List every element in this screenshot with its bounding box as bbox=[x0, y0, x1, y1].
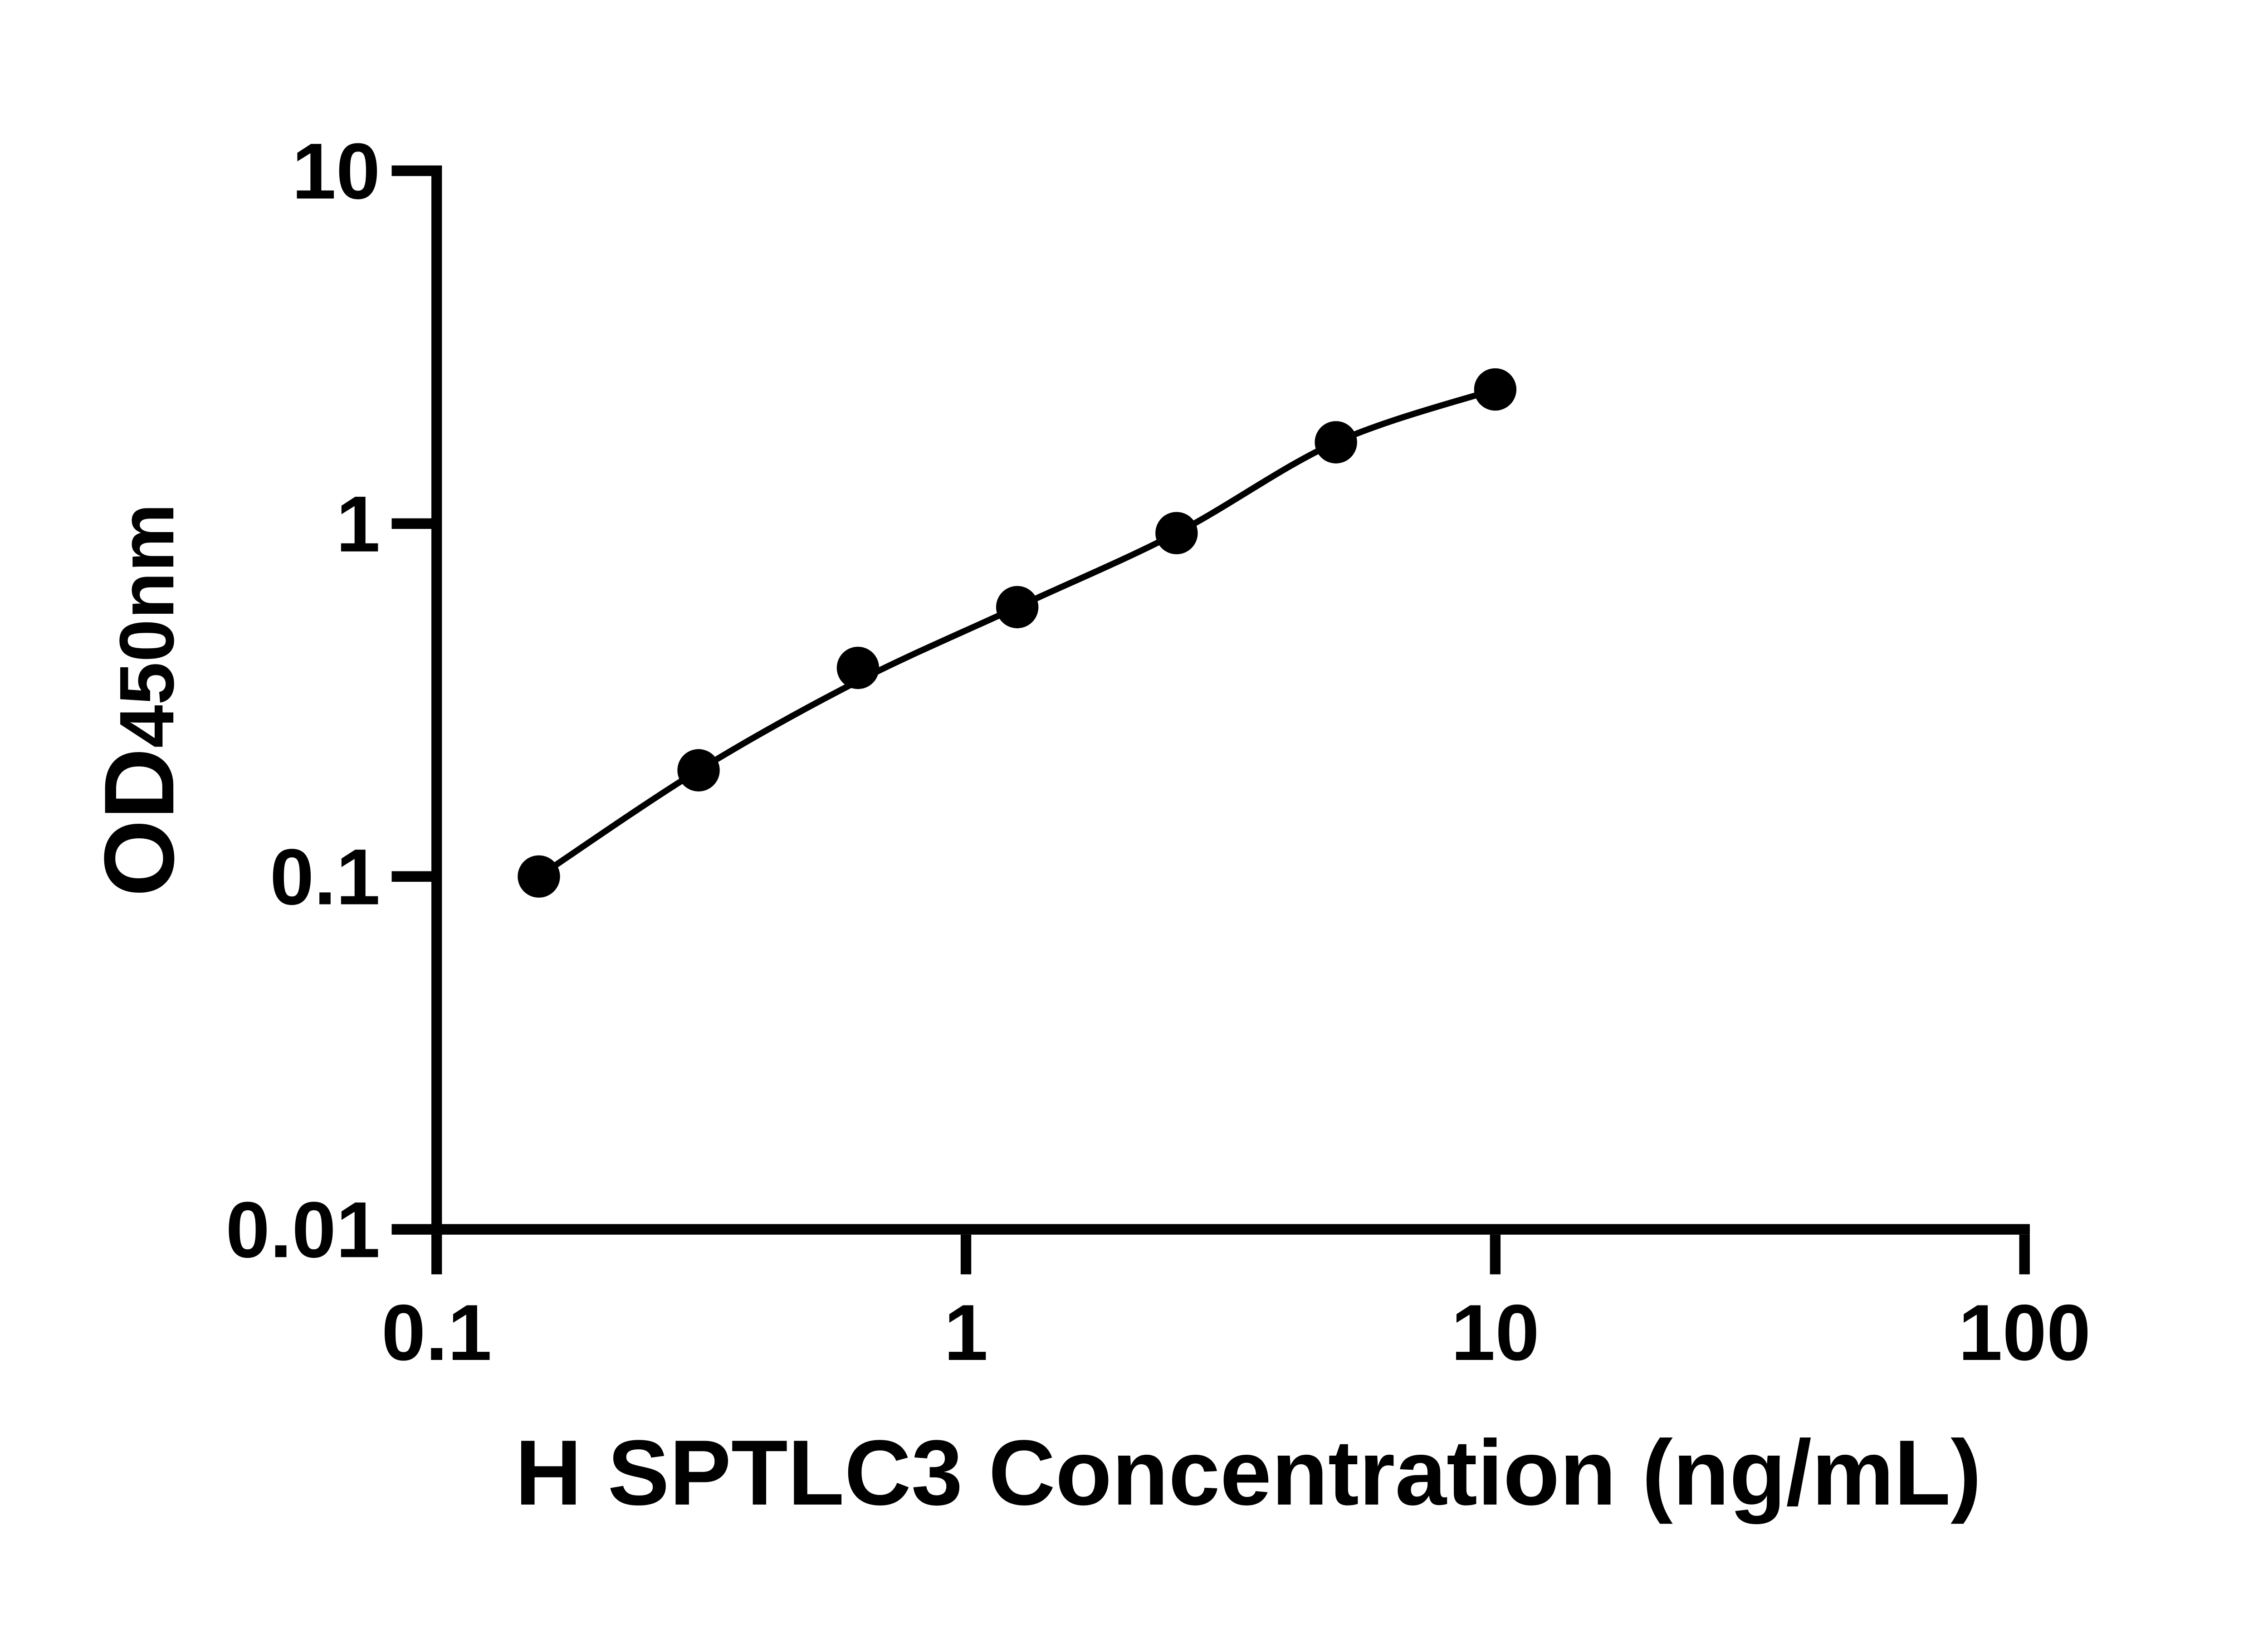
y-axis-title-subscript: 450nm bbox=[104, 504, 190, 748]
y-tick-label: 10 bbox=[292, 127, 381, 216]
x-tick-label: 1 bbox=[944, 1289, 988, 1377]
x-tick-label: 0.1 bbox=[381, 1289, 492, 1377]
x-axis-tick bbox=[2019, 1234, 2030, 1275]
x-axis-tick bbox=[1490, 1234, 1501, 1275]
x-tick-label: 100 bbox=[1958, 1289, 2091, 1377]
y-tick-label: 1 bbox=[336, 480, 380, 569]
y-axis-tick bbox=[391, 165, 431, 176]
y-tick-label: 0.1 bbox=[270, 833, 380, 922]
data-point bbox=[996, 586, 1039, 629]
y-axis-tick bbox=[391, 871, 431, 882]
data-point bbox=[518, 855, 560, 898]
data-point bbox=[1315, 421, 1357, 464]
y-axis-line bbox=[431, 165, 442, 1235]
x-axis-tick bbox=[960, 1234, 972, 1275]
x-axis-title: H SPTLC3 Concentration (ng/mL) bbox=[515, 1421, 1981, 1525]
x-tick-label: 10 bbox=[1451, 1289, 1540, 1377]
axes bbox=[391, 165, 2030, 1275]
y-axis-title: OD450nm bbox=[84, 504, 195, 897]
plot-area bbox=[518, 368, 1517, 898]
y-axis-tick bbox=[391, 1224, 431, 1235]
x-axis-tick bbox=[431, 1234, 442, 1275]
y-tick-label: 0.01 bbox=[226, 1186, 381, 1274]
data-point bbox=[1155, 512, 1198, 554]
fit-curve bbox=[536, 386, 1499, 880]
y-axis-tick bbox=[391, 518, 431, 529]
y-axis-title-main: OD bbox=[84, 748, 195, 897]
data-point bbox=[836, 646, 880, 689]
x-axis-line bbox=[431, 1224, 2030, 1235]
data-point bbox=[1474, 368, 1517, 411]
data-point bbox=[677, 749, 720, 792]
